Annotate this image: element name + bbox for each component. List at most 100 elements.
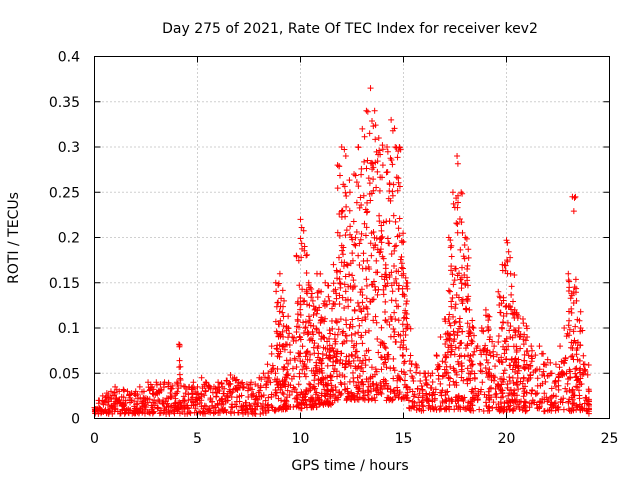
data-point	[355, 315, 362, 322]
data-point	[446, 335, 453, 342]
data-point	[384, 351, 391, 358]
data-point	[377, 174, 384, 181]
data-point	[336, 301, 343, 308]
data-point	[574, 377, 581, 384]
data-point	[501, 350, 508, 357]
data-point	[268, 350, 275, 357]
data-point	[334, 318, 341, 325]
data-point	[334, 269, 341, 276]
data-point	[116, 396, 123, 403]
data-point	[445, 287, 452, 294]
data-point	[273, 345, 280, 352]
data-point	[446, 403, 453, 410]
data-point	[297, 336, 304, 343]
data-point	[347, 396, 354, 403]
data-point	[560, 406, 567, 413]
data-point	[333, 295, 340, 302]
data-point	[574, 316, 581, 323]
x-tick-label: 0	[90, 431, 99, 447]
data-point	[404, 394, 411, 401]
data-point	[328, 373, 335, 380]
data-point	[339, 247, 346, 254]
data-point	[471, 374, 478, 381]
data-point	[368, 190, 375, 197]
data-point	[266, 374, 273, 381]
data-point	[299, 343, 306, 350]
data-point	[418, 383, 425, 390]
data-point	[443, 370, 450, 377]
data-point	[398, 237, 405, 244]
data-point	[452, 305, 459, 312]
data-point	[447, 244, 454, 251]
data-point	[352, 172, 359, 179]
data-point	[293, 337, 300, 344]
data-point	[357, 194, 364, 201]
data-point	[350, 378, 357, 385]
data-point	[511, 368, 518, 375]
data-point	[323, 301, 330, 308]
data-point	[492, 363, 499, 370]
data-point	[368, 230, 375, 237]
data-point	[449, 294, 456, 301]
data-points	[91, 85, 592, 417]
data-point	[309, 384, 316, 391]
data-point	[389, 192, 396, 199]
data-point	[311, 377, 318, 384]
data-point	[413, 364, 420, 371]
data-point	[257, 383, 264, 390]
data-point	[363, 165, 370, 172]
data-point	[458, 274, 465, 281]
data-point	[460, 377, 467, 384]
data-point	[317, 270, 324, 277]
data-point	[500, 408, 507, 415]
data-point	[277, 317, 284, 324]
data-point	[99, 392, 106, 399]
data-point	[409, 374, 416, 381]
data-point	[318, 288, 325, 295]
data-point	[314, 345, 321, 352]
data-point	[483, 347, 490, 354]
data-point	[299, 358, 306, 365]
data-point	[499, 387, 506, 394]
data-point	[573, 297, 580, 304]
data-point	[302, 373, 309, 380]
data-point	[276, 353, 283, 360]
data-point	[465, 246, 472, 253]
data-point	[249, 405, 256, 412]
data-point	[454, 329, 461, 336]
data-point	[339, 207, 346, 214]
data-point	[389, 288, 396, 295]
data-point	[485, 317, 492, 324]
data-point	[384, 148, 391, 155]
data-point	[168, 386, 175, 393]
data-point	[515, 386, 522, 393]
data-point	[474, 343, 481, 350]
data-point	[265, 401, 272, 408]
data-point	[301, 297, 308, 304]
data-point	[307, 387, 314, 394]
data-point	[293, 323, 300, 330]
data-point	[477, 361, 484, 368]
data-point	[491, 374, 498, 381]
data-point	[456, 319, 463, 326]
data-point	[384, 235, 391, 242]
data-point	[293, 253, 300, 260]
data-point	[524, 325, 531, 332]
data-point	[407, 325, 414, 332]
data-point	[285, 325, 292, 332]
data-point	[198, 374, 205, 381]
data-point	[377, 235, 384, 242]
data-point	[309, 328, 316, 335]
data-point	[345, 303, 352, 310]
data-point	[464, 341, 471, 348]
data-point	[318, 360, 325, 367]
data-point	[451, 331, 458, 338]
data-point	[467, 330, 474, 337]
data-point	[325, 293, 332, 300]
data-point	[174, 388, 181, 395]
data-point	[395, 317, 402, 324]
data-point	[371, 283, 378, 290]
data-point	[448, 396, 455, 403]
data-point	[227, 372, 234, 379]
data-point	[285, 360, 292, 367]
